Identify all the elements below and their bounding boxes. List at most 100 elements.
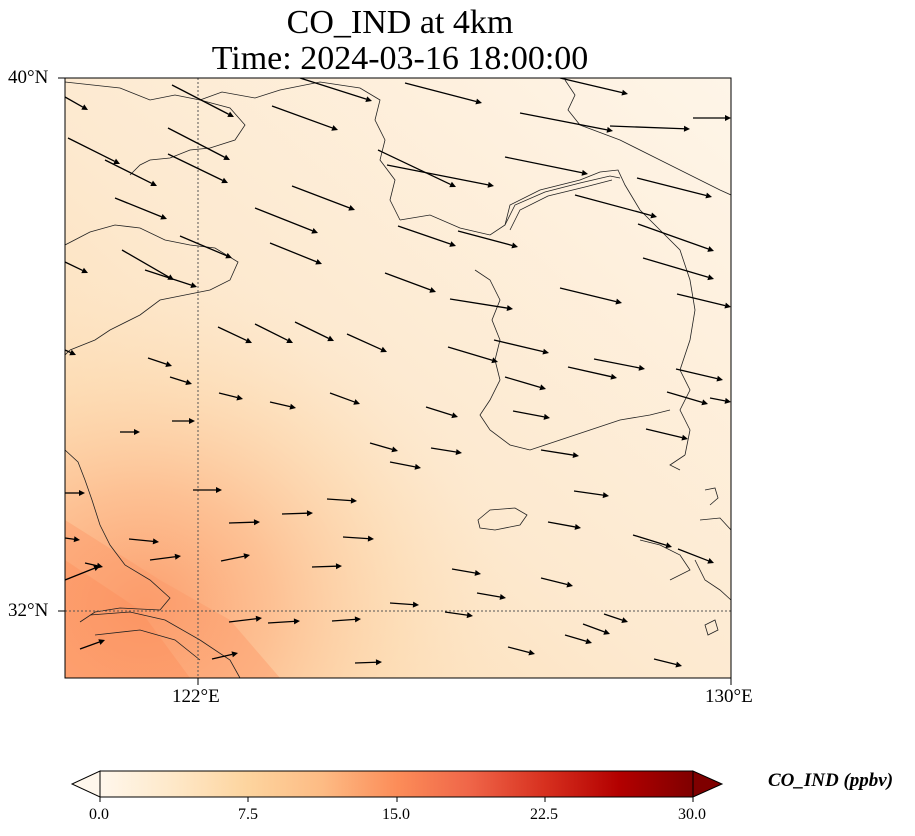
wind-arrow-head	[353, 399, 360, 405]
wind-arrow-head	[603, 629, 610, 635]
wind-arrow-shaft	[574, 194, 652, 217]
wind-arrow-head	[621, 617, 628, 623]
wind-arrow-head	[354, 616, 361, 623]
lon-label-122e: 122°E	[172, 686, 220, 707]
wind-arrow-head	[724, 397, 731, 404]
wind-arrow-shaft	[228, 618, 257, 623]
wind-arrow-head	[675, 661, 682, 668]
wind-arrow-head	[572, 452, 579, 459]
wind-arrow-head	[487, 181, 494, 188]
wind-arrow-head	[414, 463, 421, 470]
wind-arrow-head	[134, 429, 140, 435]
wind-arrow-head	[331, 125, 338, 131]
wind-arrow-head	[451, 412, 458, 419]
wind-arrow-head	[638, 364, 645, 371]
wind-arrow-head	[225, 252, 232, 259]
wind-arrow-head	[724, 302, 731, 309]
wind-arrow-head	[602, 492, 609, 499]
wind-arrow-shaft	[354, 661, 377, 664]
wind-arrow-head	[716, 375, 723, 382]
wind-arrow-head	[231, 651, 238, 658]
wind-arrow-shaft	[84, 562, 98, 567]
wind-arrow-shaft	[281, 512, 308, 515]
wind-arrow-shaft	[493, 339, 544, 353]
wind-arrow-shaft	[666, 391, 703, 403]
wind-arrow-shaft	[507, 646, 530, 654]
wind-arrow-shaft	[269, 401, 291, 408]
wind-arrow-head	[152, 538, 159, 545]
wind-arrow-shaft	[311, 565, 337, 568]
wind-arrow-shaft	[593, 358, 640, 369]
wind-arrow-head	[391, 446, 398, 453]
wind-arrow-head	[707, 558, 714, 564]
wind-arrow-head	[429, 287, 436, 293]
wind-arrow-shaft	[291, 185, 350, 209]
wind-arrow-shaft	[430, 447, 457, 453]
wind-arrow-shaft	[573, 490, 604, 496]
wind-arrow-shaft	[346, 333, 382, 351]
wind-arrow-shaft	[267, 620, 295, 624]
wind-arrow-shaft	[167, 153, 223, 181]
wind-arrow-head	[375, 659, 382, 666]
wind-arrow-shaft	[220, 555, 245, 562]
wind-arrow-shaft	[457, 230, 513, 247]
wind-arrow-head	[174, 553, 181, 560]
colorbar-body	[100, 771, 693, 797]
wind-arrow-shaft	[559, 78, 623, 94]
wind-arrow-shaft	[642, 257, 709, 278]
wind-arrow-shaft	[447, 346, 493, 361]
wind-arrow-shaft	[540, 577, 568, 586]
colorbar-tick-label: 22.5	[530, 806, 558, 823]
wind-arrow-shaft	[547, 521, 576, 528]
wind-arrow-head	[542, 348, 549, 355]
wind-arrow-shaft	[389, 602, 414, 606]
wind-arrow-shaft	[512, 410, 545, 418]
wind-arrow-head	[581, 169, 588, 176]
wind-arrow-head	[475, 98, 482, 105]
wind-arrow-head	[365, 96, 372, 103]
wind-arrow-head	[449, 241, 456, 247]
wind-arrow-head	[315, 258, 322, 265]
wind-arrow-head	[539, 384, 546, 391]
wind-arrow-head	[81, 104, 88, 110]
wind-arrow-head	[455, 449, 462, 456]
wind-arrow-head	[683, 125, 690, 132]
wind-arrow-shaft	[645, 428, 683, 439]
wind-arrow-head	[348, 205, 355, 211]
wind-arrow-shaft	[211, 653, 233, 660]
wind-arrow-head	[499, 594, 506, 600]
wind-arrow-shaft	[636, 177, 707, 197]
wind-arrow-shaft	[582, 623, 605, 633]
wind-arrow-shaft	[171, 84, 229, 115]
wind-arrow-head	[160, 213, 167, 220]
wind-arrow-shaft	[218, 392, 238, 399]
wind-arrow-shaft	[228, 521, 255, 524]
wind-arrow-head	[466, 612, 473, 619]
wind-arrow-shaft	[299, 78, 367, 100]
wind-vectors	[65, 78, 731, 668]
wind-arrow-shaft	[121, 249, 170, 278]
wind-arrow-head	[511, 242, 518, 249]
wind-arrow-shaft	[217, 326, 247, 342]
wind-arrow-head	[681, 434, 688, 441]
wind-arrow-shaft	[65, 349, 71, 354]
wind-arrow-head	[98, 639, 105, 645]
wind-arrow-head	[327, 335, 334, 342]
wind-arrow-head	[189, 418, 195, 424]
wind-arrow-shaft	[449, 298, 508, 309]
wind-arrow-head	[245, 337, 252, 344]
colorbar-ticks	[99, 797, 694, 802]
wind-arrow-shaft	[386, 164, 489, 186]
lat-label-40n: 40°N	[8, 67, 49, 88]
wind-arrow-shaft	[504, 156, 583, 174]
wind-arrow-head	[306, 510, 313, 517]
wind-arrow-shaft	[179, 235, 227, 257]
wind-arrow-shaft	[169, 376, 187, 383]
wind-arrow-shaft	[144, 269, 192, 286]
wind-arrow-shaft	[677, 548, 709, 562]
wind-arrow-head	[150, 180, 157, 186]
lat-label-32n: 32°N	[8, 600, 49, 621]
colorbar-extend-max	[692, 770, 724, 798]
wind-arrow-shaft	[559, 287, 617, 303]
